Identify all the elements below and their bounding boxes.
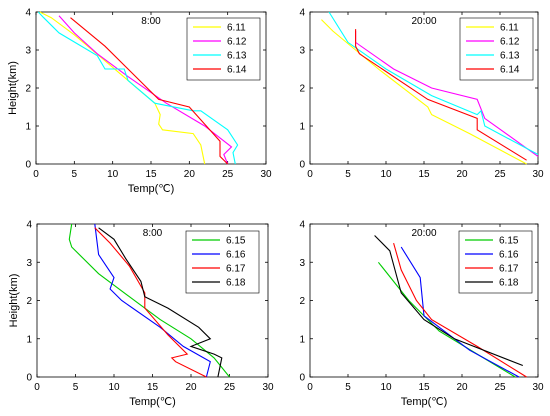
y-tick-label: 2 (25, 84, 31, 95)
y-tick-label: 3 (26, 258, 32, 269)
x-tick-label: 5 (345, 169, 351, 180)
x-tick-label: 5 (72, 169, 78, 180)
legend-label: 6.13 (227, 51, 247, 62)
y-tick-label: 4 (299, 8, 305, 19)
panel-title: 20:00 (411, 228, 436, 239)
legend-box (185, 230, 260, 294)
legend-label: 6.18 (499, 278, 519, 289)
legend-label: 6.11 (500, 23, 519, 34)
x-tick-label: 5 (345, 382, 351, 393)
series-line-6.12 (58, 15, 233, 165)
series-line-6.16 (94, 223, 211, 378)
legend: 6.15 6.16 6.17 6.18 (185, 230, 260, 294)
x-tick-label: 30 (262, 382, 274, 393)
y-tick-label: 1 (299, 122, 305, 133)
panel-title: 20:00 (411, 16, 436, 27)
series-line-6.13 (37, 11, 239, 165)
legend-label: 6.17 (226, 264, 246, 275)
y-tick-label: 3 (299, 46, 305, 57)
x-tick-label: 25 (222, 169, 234, 180)
legend-label: 6.13 (500, 51, 520, 62)
series-line-6.16 (400, 246, 520, 378)
panel-2: 0 5 10 15 20 25 30 0 1 2 3 4 20:00 6.11 6.12 6.13 6.14 (299, 8, 544, 181)
x-tick-label: 25 (494, 382, 506, 393)
y-tick-label: 0 (299, 373, 305, 384)
legend-label: 6.15 (226, 236, 246, 247)
series-line-6.14 (355, 29, 527, 161)
legend: 6.11 6.12 6.13 6.14 (459, 17, 534, 81)
x-tick-label: 25 (224, 382, 236, 393)
x-tick-label: 15 (418, 382, 430, 393)
legend-label: 6.15 (499, 236, 519, 247)
x-axis-label: Temp(℃) (129, 396, 176, 408)
x-tick-label: 10 (107, 169, 119, 180)
legend-box (459, 17, 534, 81)
x-tick-label: 20 (456, 382, 468, 393)
legend: 6.11 6.12 6.13 6.14 (186, 17, 261, 81)
x-tick-label: 10 (380, 169, 392, 180)
y-tick-label: 1 (26, 334, 32, 345)
y-tick-label: 4 (299, 220, 305, 231)
series-line-6.17 (94, 227, 207, 378)
series-line-6.14 (70, 17, 229, 165)
series-line-6.13 (328, 11, 539, 155)
x-tick-label: 5 (73, 382, 79, 393)
x-tick-label: 15 (147, 382, 159, 393)
legend-label: 6.14 (227, 65, 247, 76)
panel-3: 0 5 10 15 20 25 30 0 1 2 3 4 8:00 Temp(℃) Height(km) 6.… (8, 220, 274, 409)
x-tick-label: 0 (33, 169, 39, 180)
panel-1: 0 5 10 15 20 25 30 0 1 2 3 4 8:00 Temp(℃) Height(km) 6.… (7, 8, 272, 196)
y-tick-label: 4 (25, 8, 31, 19)
legend-label: 6.16 (499, 250, 519, 261)
legend: 6.15 6.16 6.17 6.18 (458, 230, 533, 294)
x-tick-label: 30 (532, 382, 544, 393)
panel-4: 0 5 10 15 20 25 300123420:00Temp(℃)6.156.166.1… (299, 220, 544, 409)
y-tick-label: 0 (25, 160, 31, 171)
x-tick-label: 30 (532, 169, 544, 180)
x-tick-label: 10 (108, 382, 120, 393)
y-tick-label: 1 (25, 122, 31, 133)
x-tick-label: 0 (307, 169, 313, 180)
legend-label: 6.18 (226, 278, 246, 289)
panel-title: 8:00 (143, 228, 163, 239)
legend-box (186, 17, 261, 81)
series-line-6.18 (374, 235, 523, 367)
y-tick-label: 3 (25, 46, 31, 57)
legend-label: 6.12 (227, 37, 247, 48)
y-tick-label: 0 (26, 373, 32, 384)
y-tick-label: 2 (26, 296, 32, 307)
y-tick-label: 4 (26, 220, 32, 231)
y-axis-label: Height(km) (8, 274, 20, 328)
x-tick-label: 10 (380, 382, 392, 393)
legend-label: 6.16 (226, 250, 246, 261)
legend-label: 6.11 (227, 23, 246, 34)
series-line-6.18 (98, 227, 223, 378)
y-tick-label: 2 (299, 84, 305, 95)
y-axis-label: Height(km) (7, 61, 19, 115)
y-tick-label: 3 (299, 258, 305, 269)
x-tick-label: 15 (145, 169, 157, 180)
legend-label: 6.14 (500, 65, 520, 76)
legend-label: 6.17 (499, 264, 519, 275)
x-tick-label: 20 (185, 382, 197, 393)
x-tick-label: 0 (34, 382, 40, 393)
x-axis-label: Temp(℃) (401, 396, 448, 408)
x-axis-label: Temp(℃) (128, 183, 175, 195)
x-tick-label: 20 (456, 169, 468, 180)
x-tick-label: 30 (260, 169, 272, 180)
x-tick-label: 15 (418, 169, 430, 180)
series-line-6.11 (39, 11, 206, 165)
legend-box (458, 230, 533, 294)
panel-title: 8:00 (141, 16, 161, 27)
y-tick-label: 0 (299, 160, 305, 171)
x-tick-label: 25 (494, 169, 506, 180)
legend-label: 6.12 (500, 37, 520, 48)
y-tick-label: 2 (299, 296, 305, 307)
x-tick-label: 20 (184, 169, 196, 180)
y-tick-label: 1 (299, 334, 305, 345)
x-tick-label: 0 (307, 382, 313, 393)
series-line-6.11 (321, 19, 527, 165)
